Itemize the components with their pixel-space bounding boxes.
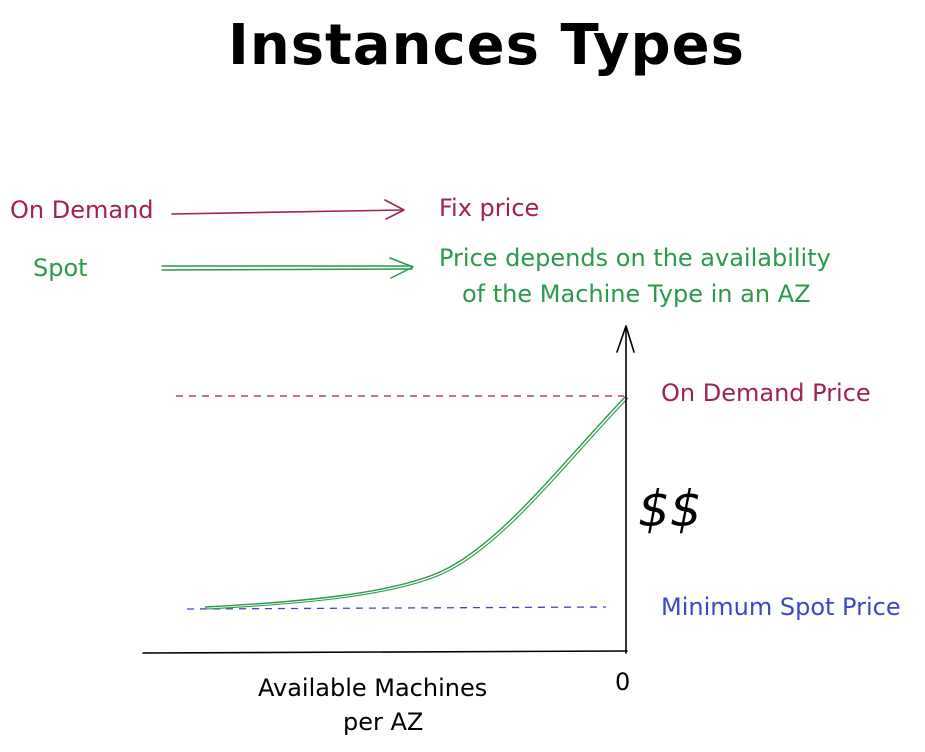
y-axis-label: $$ [638, 480, 702, 538]
spot-description-line1: Price depends on the availability [439, 244, 831, 272]
min-spot-price-label: Minimum Spot Price [661, 593, 901, 621]
origin-label: 0 [615, 668, 631, 696]
spot-arrow [161, 257, 414, 279]
min-spot-price-line [186, 606, 607, 610]
on-demand-arrow [171, 199, 405, 220]
spot-price-curve [204, 395, 629, 610]
x-axis-label-line2: per AZ [343, 708, 424, 736]
x-axis [142, 650, 628, 654]
spot-description-line2: of the Machine Type in an AZ [462, 280, 811, 308]
x-axis-label-line1: Available Machines [258, 674, 488, 702]
fix-price-text: Fix price [439, 194, 540, 222]
y-axis [616, 325, 635, 654]
diagram-title: Instances Types [228, 13, 745, 78]
spot-label: Spot [33, 254, 88, 282]
on-demand-price-label: On Demand Price [661, 379, 871, 407]
on-demand-label: On Demand [10, 196, 154, 224]
